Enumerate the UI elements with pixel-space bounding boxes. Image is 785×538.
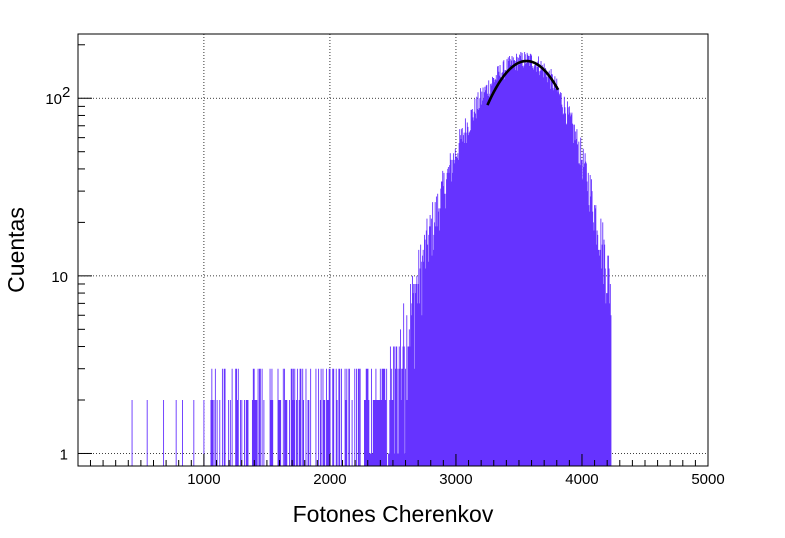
y-tick-label: 1 [60, 446, 68, 463]
x-tick-label: 4000 [565, 471, 598, 488]
y-axis-title: Cuentas [3, 207, 29, 293]
fit-curve-group [486, 59, 560, 106]
y-tick-exponent: 2 [62, 84, 70, 101]
histogram-bars [131, 52, 612, 466]
x-tick-label: 2000 [313, 471, 346, 488]
y-tick-label: 10 [51, 269, 68, 286]
y-axis-ticks [78, 44, 92, 454]
x-tick-label: 5000 [691, 471, 724, 488]
x-tick-labels: 1000 2000 3000 4000 5000 [187, 471, 724, 488]
fit-curve [486, 59, 560, 106]
histogram-bins [131, 52, 612, 466]
y-tick-label: 10 [45, 91, 62, 108]
x-tick-label: 3000 [439, 471, 472, 488]
x-axis-title: Fotones Cherenkov [293, 501, 494, 527]
x-axis-ticks [89, 454, 709, 466]
x-tick-label: 1000 [187, 471, 220, 488]
